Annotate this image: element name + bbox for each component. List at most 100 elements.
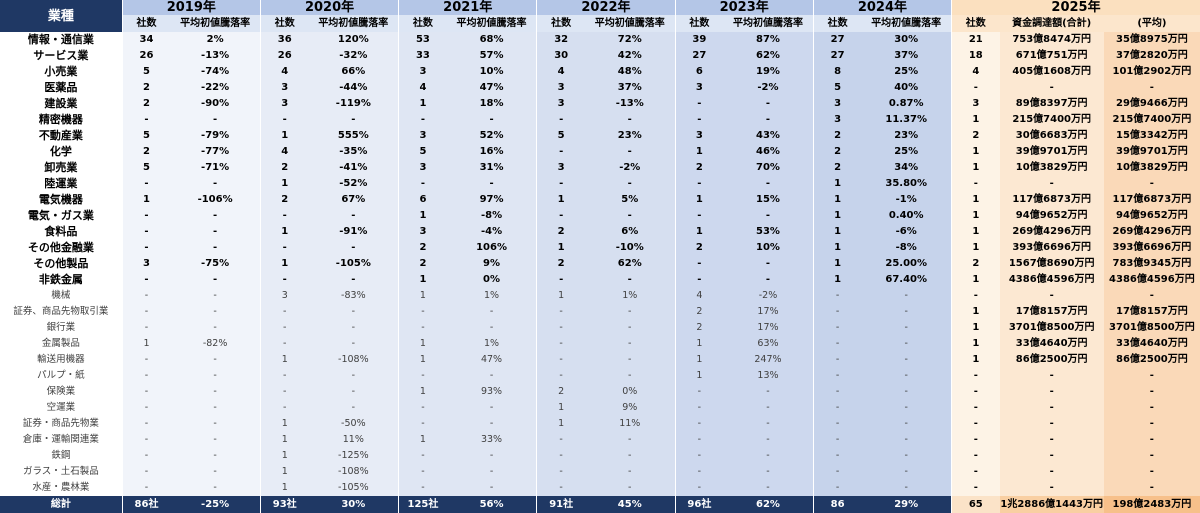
first-price-change-rate: 13% <box>723 368 814 384</box>
first-price-change-rate: 34% <box>861 160 952 176</box>
industry-name: 空運業 <box>46 402 76 413</box>
company-count: - <box>398 464 447 480</box>
company-count-2025: 4 <box>951 64 1000 80</box>
industry-name: 情報・通信業 <box>27 33 94 46</box>
company-count: 1 <box>259 352 309 368</box>
funding-total-2025: - <box>999 288 1104 304</box>
industry-name: 証券、商品先物取引業 <box>13 306 109 317</box>
company-count: 27 <box>812 48 862 64</box>
first-price-change-rate: 67% <box>308 192 399 208</box>
company-count: 1 <box>121 336 171 352</box>
first-price-change-rate: 37% <box>861 48 952 64</box>
table-row: 陸運業 - -1 -52% - - - - - -1 35.80% - - - <box>0 176 1200 192</box>
company-count: - <box>536 272 585 288</box>
company-count: - <box>121 384 171 400</box>
company-count: - <box>259 320 309 336</box>
first-price-change-rate: -8% <box>861 240 952 256</box>
company-count: 1 <box>398 352 447 368</box>
funding-total-2025: 89億8397万円 <box>999 96 1104 112</box>
funding-total-2025: 39億9701万円 <box>999 144 1104 160</box>
first-price-change-rate: - <box>170 272 261 288</box>
company-count: - <box>674 432 724 448</box>
first-price-change-rate: - <box>170 112 261 128</box>
industry-name: サービス業 <box>33 49 89 62</box>
company-count-2025: 1 <box>951 192 1000 208</box>
first-price-change-rate: 47% <box>446 80 537 96</box>
funding-avg-2025: - <box>1103 176 1200 192</box>
company-count-2025: 1 <box>951 240 1000 256</box>
company-count-2025: 1 <box>951 352 1000 368</box>
funding-avg-2025: - <box>1103 80 1200 96</box>
funding-total-2025: - <box>999 176 1104 192</box>
first-price-change-rate: -105% <box>308 480 399 496</box>
first-price-change-rate: - <box>723 480 814 496</box>
industry-name: 卸売業 <box>44 161 78 174</box>
company-count: 6 <box>674 64 724 80</box>
funding-total-2025: - <box>999 80 1104 96</box>
company-count: - <box>536 480 585 496</box>
total-avg-rate: 62% <box>723 496 814 513</box>
first-price-change-rate: - <box>170 384 261 400</box>
funding-avg-2025: 86億2500万円 <box>1103 352 1200 368</box>
funding-total-2025: - <box>999 368 1104 384</box>
table-row: 証券・商品先物業 - -1 -50% - -1 11% - - - - - - - <box>0 416 1200 432</box>
first-price-change-rate: -4% <box>446 224 537 240</box>
count-header: 社数 <box>259 15 309 32</box>
company-count: - <box>812 336 862 352</box>
company-count-2025: 1 <box>951 336 1000 352</box>
table-row: 建設業 2 -90% 3 -119% 1 18% 3 -13% - -3 0.87% 3 89億8397万… <box>0 96 1200 112</box>
funding-avg-2025: 101億2902万円 <box>1103 64 1200 80</box>
total-company-count: 86社 <box>121 496 171 513</box>
first-price-change-rate: - <box>308 304 399 320</box>
table-row: サービス業 26 -13% 26 -32% 33 57% 30 42% 27 62% 27 37% 18 6… <box>0 48 1200 64</box>
first-price-change-rate: - <box>170 448 261 464</box>
first-price-change-rate: - <box>723 432 814 448</box>
company-count: 1 <box>398 208 447 224</box>
company-count: - <box>121 176 171 192</box>
year-header: 2020年 <box>259 0 399 15</box>
first-price-change-rate: - <box>861 336 952 352</box>
company-count: 1 <box>259 176 309 192</box>
first-price-change-rate: 68% <box>446 32 537 48</box>
company-count: - <box>536 112 585 128</box>
first-price-change-rate: -125% <box>308 448 399 464</box>
company-count-2025: - <box>951 448 1000 464</box>
company-count: - <box>536 320 585 336</box>
first-price-change-rate: 18% <box>446 96 537 112</box>
company-count: 2 <box>536 256 585 272</box>
rate-header: 平均初値騰落率 <box>446 15 537 32</box>
funding-avg-2025: - <box>1103 368 1200 384</box>
company-count-2025: 1 <box>951 304 1000 320</box>
first-price-change-rate: - <box>723 416 814 432</box>
company-count: 3 <box>121 256 171 272</box>
first-price-change-rate: -8% <box>446 208 537 224</box>
table-row: 不動産業 5 -79% 1 555% 3 52% 5 23% 3 43% 2 23% 2 30億6683万円… <box>0 128 1200 144</box>
industry-name: 食料品 <box>44 225 78 238</box>
company-count: 3 <box>536 80 585 96</box>
funding-total-2025: 17億8157万円 <box>999 304 1104 320</box>
industry-name: 電気・ガス業 <box>27 209 94 222</box>
company-count: 1 <box>259 448 309 464</box>
company-count: - <box>536 336 585 352</box>
company-count: 1 <box>674 336 724 352</box>
company-count-2025: 1 <box>951 144 1000 160</box>
table-row: その他製品 3 -75% 1 -105% 2 9% 2 62% - -1 25.00% 2 1567億86… <box>0 256 1200 272</box>
first-price-change-rate: 11.37% <box>861 112 952 128</box>
company-count: 4 <box>259 64 309 80</box>
company-count: - <box>259 400 309 416</box>
first-price-change-rate: -105% <box>308 256 399 272</box>
company-count: - <box>121 208 171 224</box>
first-price-change-rate: 62% <box>723 48 814 64</box>
funding-total-2025: 30億6683万円 <box>999 128 1104 144</box>
first-price-change-rate: 17% <box>723 304 814 320</box>
company-count: 2 <box>674 160 724 176</box>
company-count: - <box>812 432 862 448</box>
company-count: 2 <box>121 96 171 112</box>
company-count-2025: 1 <box>951 320 1000 336</box>
table-row: 小売業 5 -74% 4 66% 3 10% 4 48% 6 19% 8 25% 4 405億1608万円 1… <box>0 64 1200 80</box>
company-count-2025: - <box>951 400 1000 416</box>
table-row: ガラス・土石製品 - -1 -108% - - - - - - - - - - - <box>0 464 1200 480</box>
company-count: 39 <box>674 32 724 48</box>
industry-name: その他製品 <box>33 257 89 270</box>
